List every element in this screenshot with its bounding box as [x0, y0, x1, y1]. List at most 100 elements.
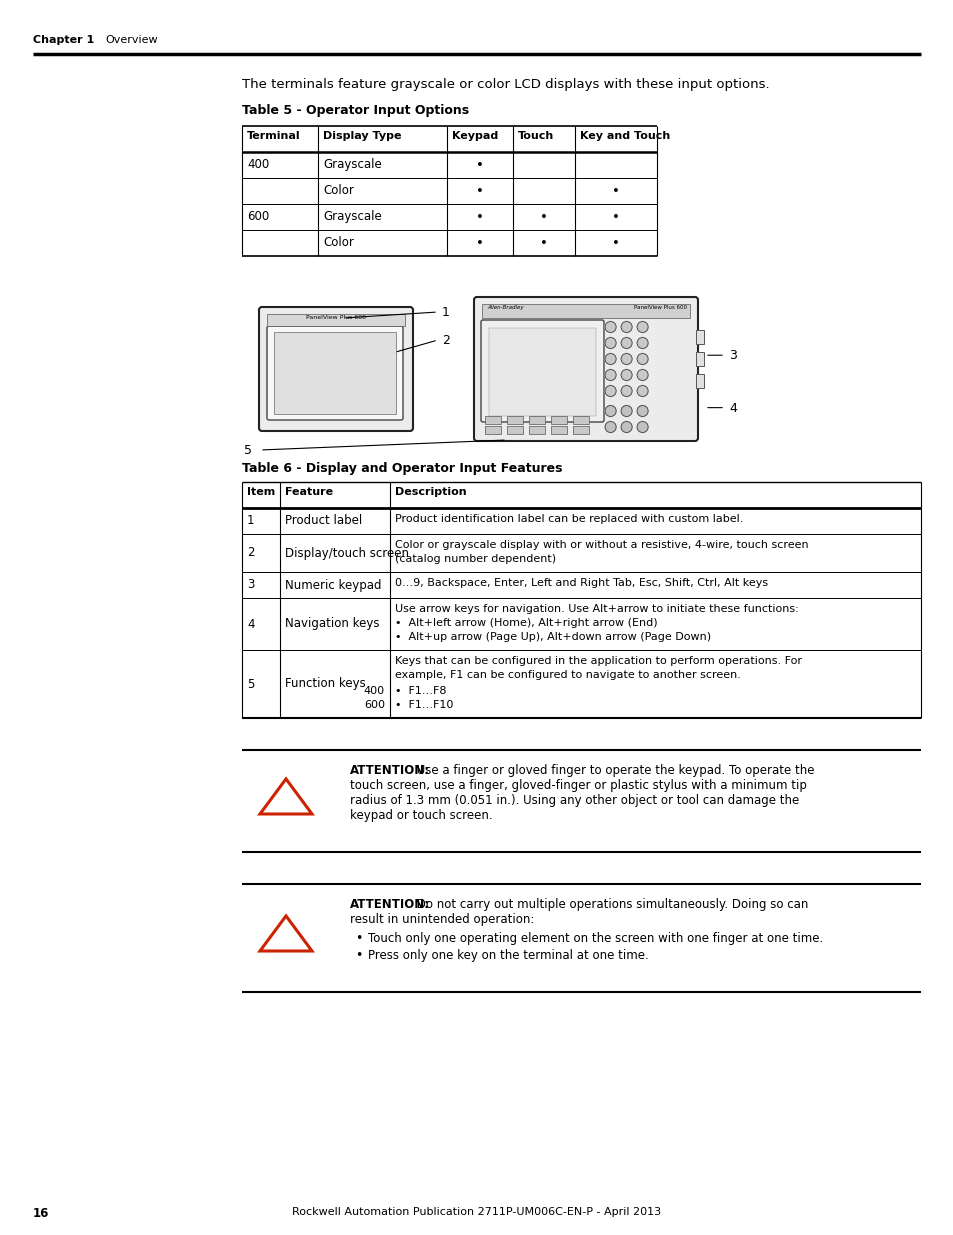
Bar — [484, 426, 500, 433]
Text: Item: Item — [247, 487, 275, 496]
Bar — [573, 426, 588, 433]
Text: Touch only one operating element on the screen with one finger at one time.: Touch only one operating element on the … — [368, 932, 822, 945]
Text: •: • — [355, 948, 362, 962]
Text: 600: 600 — [247, 210, 269, 224]
Circle shape — [637, 337, 647, 348]
Text: 16: 16 — [33, 1207, 50, 1220]
Circle shape — [604, 337, 616, 348]
Bar — [274, 332, 395, 414]
Text: F9: F9 — [556, 427, 561, 432]
Text: •: • — [476, 158, 483, 172]
Text: 5: 5 — [247, 678, 254, 690]
Text: Navigation keys: Navigation keys — [285, 618, 379, 631]
Circle shape — [604, 385, 616, 396]
Text: •  Alt+left arrow (Home), Alt+right arrow (End): • Alt+left arrow (Home), Alt+right arrow… — [395, 618, 657, 629]
Text: ATTENTION:: ATTENTION: — [350, 898, 430, 911]
Text: Display/touch screen: Display/touch screen — [285, 547, 409, 559]
Text: 4: 4 — [728, 401, 736, 415]
Circle shape — [604, 353, 616, 364]
Text: •  Alt+up arrow (Page Up), Alt+down arrow (Page Down): • Alt+up arrow (Page Up), Alt+down arrow… — [395, 632, 710, 642]
Text: 1: 1 — [247, 515, 254, 527]
Text: Numeric keypad: Numeric keypad — [285, 578, 381, 592]
Text: radius of 1.3 mm (0.051 in.). Using any other object or tool can damage the: radius of 1.3 mm (0.051 in.). Using any … — [350, 794, 799, 806]
Text: Display Type: Display Type — [323, 131, 401, 141]
Circle shape — [637, 385, 647, 396]
Bar — [529, 426, 544, 433]
Text: !: ! — [280, 921, 291, 945]
Text: example, F1 can be configured to navigate to another screen.: example, F1 can be configured to navigat… — [395, 671, 740, 680]
Text: Grayscale: Grayscale — [323, 210, 381, 224]
Bar — [506, 416, 522, 424]
Text: 600: 600 — [364, 700, 385, 710]
Text: •: • — [476, 184, 483, 198]
Text: Do not carry out multiple operations simultaneously. Doing so can: Do not carry out multiple operations sim… — [413, 898, 807, 911]
Text: Feature: Feature — [285, 487, 333, 496]
Text: touch screen, use a finger, gloved-finger or plastic stylus with a minimum tip: touch screen, use a finger, gloved-finge… — [350, 779, 806, 792]
Text: Table 6 - Display and Operator Input Features: Table 6 - Display and Operator Input Fea… — [242, 462, 562, 475]
Text: Key and Touch: Key and Touch — [579, 131, 670, 141]
Text: •: • — [476, 236, 483, 249]
Text: 400: 400 — [247, 158, 269, 170]
Bar — [551, 426, 566, 433]
Text: 5: 5 — [244, 445, 252, 457]
Text: F3: F3 — [534, 417, 539, 422]
Polygon shape — [260, 779, 312, 814]
Text: •: • — [355, 932, 362, 945]
Text: 2: 2 — [441, 333, 450, 347]
Text: 0…9, Backspace, Enter, Left and Right Tab, Esc, Shift, Ctrl, Alt keys: 0…9, Backspace, Enter, Left and Right Ta… — [395, 578, 767, 588]
FancyBboxPatch shape — [474, 296, 698, 441]
Circle shape — [637, 421, 647, 432]
Text: keypad or touch screen.: keypad or touch screen. — [350, 809, 492, 823]
Text: F8: F8 — [534, 427, 539, 432]
Text: 1: 1 — [441, 306, 450, 319]
Text: F6: F6 — [490, 427, 496, 432]
Text: •: • — [612, 210, 619, 224]
Circle shape — [604, 369, 616, 380]
Text: 4: 4 — [247, 618, 254, 631]
Circle shape — [620, 321, 632, 332]
Bar — [696, 330, 703, 345]
Text: Use a finger or gloved finger to operate the keypad. To operate the: Use a finger or gloved finger to operate… — [413, 764, 814, 777]
Text: Function keys: Function keys — [285, 678, 365, 690]
Text: F5: F5 — [578, 417, 583, 422]
Circle shape — [620, 337, 632, 348]
Text: Terminal: Terminal — [247, 131, 300, 141]
Text: •: • — [476, 210, 483, 224]
Text: Color: Color — [323, 236, 354, 249]
Circle shape — [620, 385, 632, 396]
Text: Keys that can be configured in the application to perform operations. For: Keys that can be configured in the appli… — [395, 656, 801, 666]
Text: !: ! — [280, 784, 291, 808]
Text: Description: Description — [395, 487, 466, 496]
Text: Chapter 1: Chapter 1 — [33, 35, 94, 44]
Text: 3: 3 — [247, 578, 254, 592]
Circle shape — [637, 353, 647, 364]
Text: (catalog number dependent): (catalog number dependent) — [395, 555, 556, 564]
Text: Rockwell Automation Publication 2711P-UM006C-EN-P - April 2013: Rockwell Automation Publication 2711P-UM… — [293, 1207, 660, 1216]
Text: Press only one key on the terminal at one time.: Press only one key on the terminal at on… — [368, 948, 648, 962]
Bar — [481, 304, 689, 317]
Text: F4: F4 — [556, 417, 561, 422]
Text: 400: 400 — [363, 685, 385, 697]
Text: PanelView Plus 600: PanelView Plus 600 — [634, 305, 686, 310]
Text: F2: F2 — [512, 417, 517, 422]
Circle shape — [620, 405, 632, 416]
Circle shape — [637, 321, 647, 332]
Circle shape — [637, 405, 647, 416]
Text: PanelView Plus 600: PanelView Plus 600 — [306, 315, 366, 320]
Text: •: • — [612, 236, 619, 249]
FancyBboxPatch shape — [480, 320, 603, 422]
Bar — [529, 416, 544, 424]
Text: •: • — [539, 236, 547, 249]
Text: Product identification label can be replaced with custom label.: Product identification label can be repl… — [395, 514, 742, 524]
Text: The terminals feature grayscale or color LCD displays with these input options.: The terminals feature grayscale or color… — [242, 78, 769, 91]
Text: Keypad: Keypad — [452, 131, 497, 141]
Text: F7: F7 — [512, 427, 517, 432]
Text: Color: Color — [323, 184, 354, 198]
Bar — [696, 352, 703, 366]
Bar — [696, 374, 703, 388]
Text: •: • — [612, 184, 619, 198]
Bar — [489, 329, 596, 416]
Bar — [551, 416, 566, 424]
Text: Product label: Product label — [285, 515, 362, 527]
Text: Color or grayscale display with or without a resistive, 4-wire, touch screen: Color or grayscale display with or witho… — [395, 540, 808, 550]
